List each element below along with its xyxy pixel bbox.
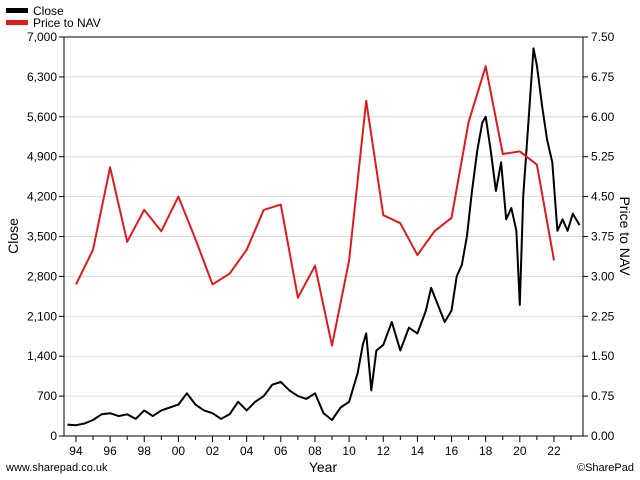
x-tick-label: 10	[342, 444, 356, 458]
x-tick-label: 06	[274, 444, 288, 458]
y-left-tick-label: 7,000	[27, 30, 57, 44]
left-axis-ticks: 0 700 1,400 2,100 2,800 3,500 4,200 4,900 5,600 6…	[27, 30, 64, 443]
y-left-tick-label: 4,900	[27, 150, 57, 164]
x-tick-label: 02	[206, 444, 220, 458]
y-left-tick-label: 700	[37, 389, 57, 403]
x-tick-label: 04	[240, 444, 254, 458]
x-tick-label: 00	[172, 444, 186, 458]
y-right-tick-label: 1.50	[591, 349, 615, 363]
right-axis-ticks: 0.00 0.75 1.50 2.25 3.00 3.75 4.50 5.25 6.00 6.75…	[583, 30, 615, 443]
y-left-tick-label: 0	[50, 429, 57, 443]
y-right-tick-label: 3.75	[591, 230, 615, 244]
y-right-tick-label: 6.00	[591, 110, 615, 124]
y-right-tick-label: 5.25	[591, 150, 615, 164]
gridlines	[64, 76, 583, 397]
x-tick-label: 12	[377, 444, 391, 458]
y-left-tick-label: 4,200	[27, 190, 57, 204]
x-tick-label: 96	[103, 444, 117, 458]
y-right-tick-label: 0.75	[591, 389, 615, 403]
y-axis-title-left: Close	[5, 218, 21, 254]
legend-label-close: Close	[33, 4, 64, 18]
y-right-tick-label: 0.00	[591, 429, 615, 443]
legend-swatch-close	[6, 8, 28, 13]
y-left-tick-label: 1,400	[27, 349, 57, 363]
footer-copyright: ©SharePad	[577, 462, 634, 474]
series-layer	[67, 47, 581, 427]
y-left-tick-label: 6,300	[27, 70, 57, 84]
y-left-tick-label: 2,100	[27, 309, 57, 323]
x-tick-label: 16	[445, 444, 459, 458]
series-price-to-nav-line	[75, 65, 555, 347]
series-close-line	[67, 47, 581, 427]
x-tick-label: 18	[479, 444, 493, 458]
footer-source: www.sharepad.co.uk	[5, 462, 108, 474]
x-axis-title: Year	[309, 459, 338, 475]
y-left-tick-label: 5,600	[27, 110, 57, 124]
y-right-tick-label: 6.75	[591, 70, 615, 84]
x-tick-label: 94	[69, 444, 83, 458]
y-right-tick-label: 4.50	[591, 190, 615, 204]
y-left-tick-label: 3,500	[27, 230, 57, 244]
y-right-tick-label: 3.00	[591, 269, 615, 283]
legend-swatch-price-to-nav	[6, 20, 28, 25]
y-left-tick-label: 2,800	[27, 269, 57, 283]
x-axis-ticks: 94 96 98 00 02 04 06 08 10 12 14 16 18 20 22	[69, 436, 572, 458]
x-tick-label: 22	[547, 444, 561, 458]
legend-label-price-to-nav: Price to NAV	[33, 16, 101, 30]
x-tick-label: 20	[513, 444, 527, 458]
y-axis-title-right: Price to NAV	[617, 196, 633, 276]
y-right-tick-label: 2.25	[591, 309, 615, 323]
legend: Close Price to NAV	[6, 4, 101, 30]
y-right-tick-label: 7.50	[591, 30, 615, 44]
x-tick-label: 08	[308, 444, 322, 458]
x-tick-label: 98	[138, 444, 152, 458]
x-tick-label: 14	[411, 444, 425, 458]
